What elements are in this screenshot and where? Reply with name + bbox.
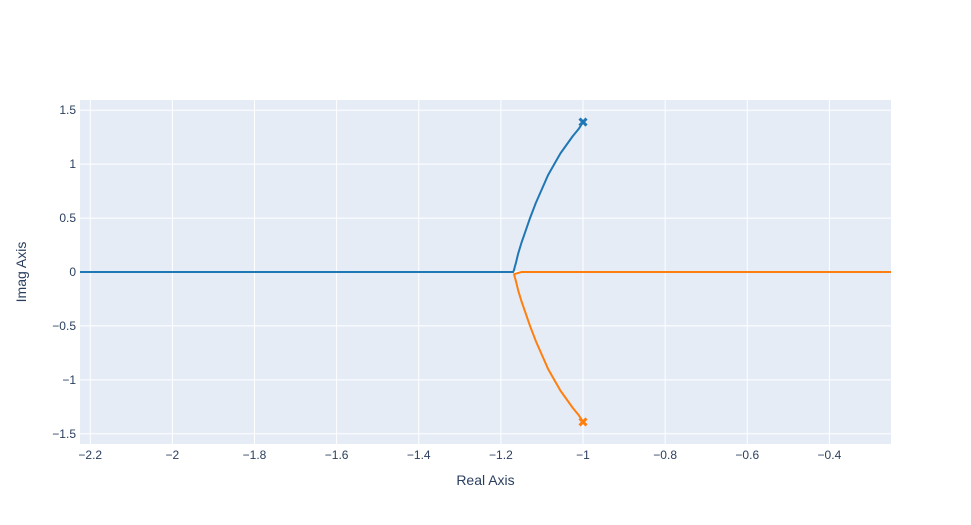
pole-marker-1: [578, 117, 588, 127]
x-tick-label: −0.6: [735, 448, 759, 462]
x-tick-label: −1: [576, 448, 590, 462]
y-tick-label: 0.5: [59, 211, 76, 225]
pole-marker-2: [578, 417, 588, 427]
x-tick-label: −2.2: [78, 448, 102, 462]
y-tick-label: −0.5: [52, 319, 76, 333]
y-axis-title: Imag Axis: [13, 242, 29, 303]
y-tick-label: −1: [62, 373, 76, 387]
x-axis-title: Real Axis: [456, 472, 514, 488]
x-tick-label: −0.4: [818, 448, 842, 462]
x-tick-label: −0.8: [653, 448, 677, 462]
x-tick-label: −1.2: [489, 448, 513, 462]
x-tick-label: −1.8: [243, 448, 267, 462]
x-tick-label: −1.6: [325, 448, 349, 462]
x-tick-labels: −2.2 −2 −1.8 −1.6 −1.4 −1.2 −1 −0.8 −0.6 −0.4: [78, 448, 841, 462]
series-layer: [80, 121, 891, 423]
x-tick-label: −1.4: [407, 448, 431, 462]
series-line-1: [80, 121, 584, 273]
y-tick-label: 1: [69, 157, 76, 171]
y-tick-label: 1.5: [59, 103, 76, 117]
series-line-2: [513, 271, 891, 423]
y-tick-label: −1.5: [52, 427, 76, 441]
marker-layer: [578, 117, 588, 427]
y-tick-labels: −1.5 −1 −0.5 0 0.5 1 1.5: [52, 103, 76, 441]
y-tick-label: 0: [69, 265, 76, 279]
x-tick-label: −2: [166, 448, 180, 462]
